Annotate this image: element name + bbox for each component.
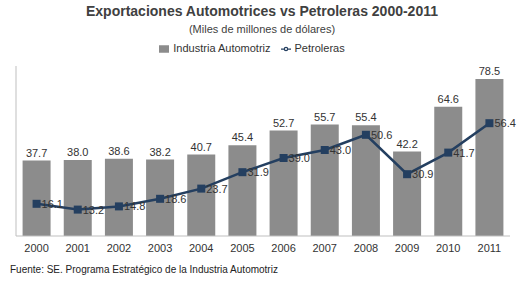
svg-text:2011: 2011 — [478, 242, 502, 254]
svg-text:2004: 2004 — [189, 242, 213, 254]
svg-text:55.4: 55.4 — [355, 111, 376, 123]
svg-text:23.7: 23.7 — [206, 183, 227, 195]
svg-text:43.0: 43.0 — [330, 144, 351, 156]
html-text:Petroleras: Petroleras — [294, 42, 345, 54]
svg-text:14.8: 14.8 — [124, 200, 145, 212]
svg-text:52.7: 52.7 — [273, 117, 294, 129]
svg-text:56.4: 56.4 — [494, 117, 515, 129]
svg-text:16.1: 16.1 — [42, 198, 63, 210]
svg-text:2006: 2006 — [271, 242, 295, 254]
svg-text:2003: 2003 — [148, 242, 172, 254]
svg-text:2008: 2008 — [354, 242, 378, 254]
svg-text:45.4: 45.4 — [232, 131, 253, 143]
svg-text:78.5: 78.5 — [479, 65, 500, 77]
svg-text:31.9: 31.9 — [247, 166, 268, 178]
svg-text:2000: 2000 — [24, 242, 48, 254]
svg-text:50.6: 50.6 — [371, 129, 392, 141]
svg-text:2005: 2005 — [230, 242, 254, 254]
html-text:Industria Automotriz: Industria Automotriz — [173, 42, 271, 54]
html-text:(Miles de millones de dólares): (Miles de millones de dólares) — [188, 23, 336, 35]
svg-text:2007: 2007 — [313, 242, 337, 254]
svg-text:30.9: 30.9 — [412, 168, 433, 180]
html-text:Exportaciones Automotrices vs: Exportaciones Automotrices vs Petroleras… — [86, 3, 438, 19]
html-text:Fuente: SE. Programa Estratégi: Fuente: SE. Programa Estratégico de la I… — [10, 264, 278, 275]
svg-text:2009: 2009 — [395, 242, 419, 254]
svg-text:64.6: 64.6 — [438, 93, 459, 105]
svg-text:13.2: 13.2 — [83, 204, 104, 216]
svg-text:2002: 2002 — [107, 242, 131, 254]
svg-text:2001: 2001 — [66, 242, 90, 254]
svg-text:55.7: 55.7 — [314, 111, 335, 123]
svg-text:42.2: 42.2 — [396, 138, 417, 150]
svg-text:38.2: 38.2 — [149, 146, 170, 158]
svg-text:38.6: 38.6 — [108, 145, 129, 157]
svg-text:40.7: 40.7 — [191, 141, 212, 153]
svg-text:38.0: 38.0 — [67, 146, 88, 158]
svg-text:18.6: 18.6 — [165, 193, 186, 205]
svg-text:41.7: 41.7 — [453, 147, 474, 159]
svg-text:37.7: 37.7 — [26, 147, 47, 159]
svg-text:2010: 2010 — [436, 242, 460, 254]
svg-text:39.0: 39.0 — [289, 152, 310, 164]
